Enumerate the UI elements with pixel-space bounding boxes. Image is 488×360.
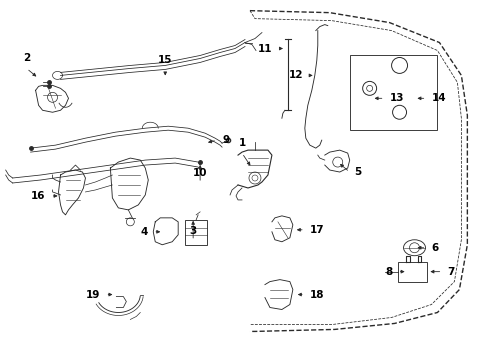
Text: 18: 18 — [309, 289, 324, 300]
Text: 17: 17 — [309, 225, 324, 235]
Text: 8: 8 — [385, 267, 392, 276]
Text: 3: 3 — [189, 226, 196, 236]
Text: 6: 6 — [430, 243, 438, 253]
Text: 5: 5 — [354, 167, 361, 177]
Text: 1: 1 — [238, 138, 245, 148]
Text: 7: 7 — [447, 267, 454, 276]
Text: 14: 14 — [430, 93, 445, 103]
Text: 12: 12 — [288, 71, 302, 80]
Text: 15: 15 — [158, 55, 172, 66]
Text: 19: 19 — [86, 289, 100, 300]
Bar — [185, 220, 207, 245]
Bar — [349, 55, 437, 130]
Text: 9: 9 — [222, 135, 229, 145]
Text: 13: 13 — [389, 93, 403, 103]
Text: 16: 16 — [31, 191, 45, 201]
Text: 2: 2 — [23, 53, 30, 63]
Text: 4: 4 — [141, 227, 148, 237]
Text: 11: 11 — [257, 44, 271, 54]
Bar — [397, 262, 427, 282]
Text: 10: 10 — [192, 168, 207, 178]
